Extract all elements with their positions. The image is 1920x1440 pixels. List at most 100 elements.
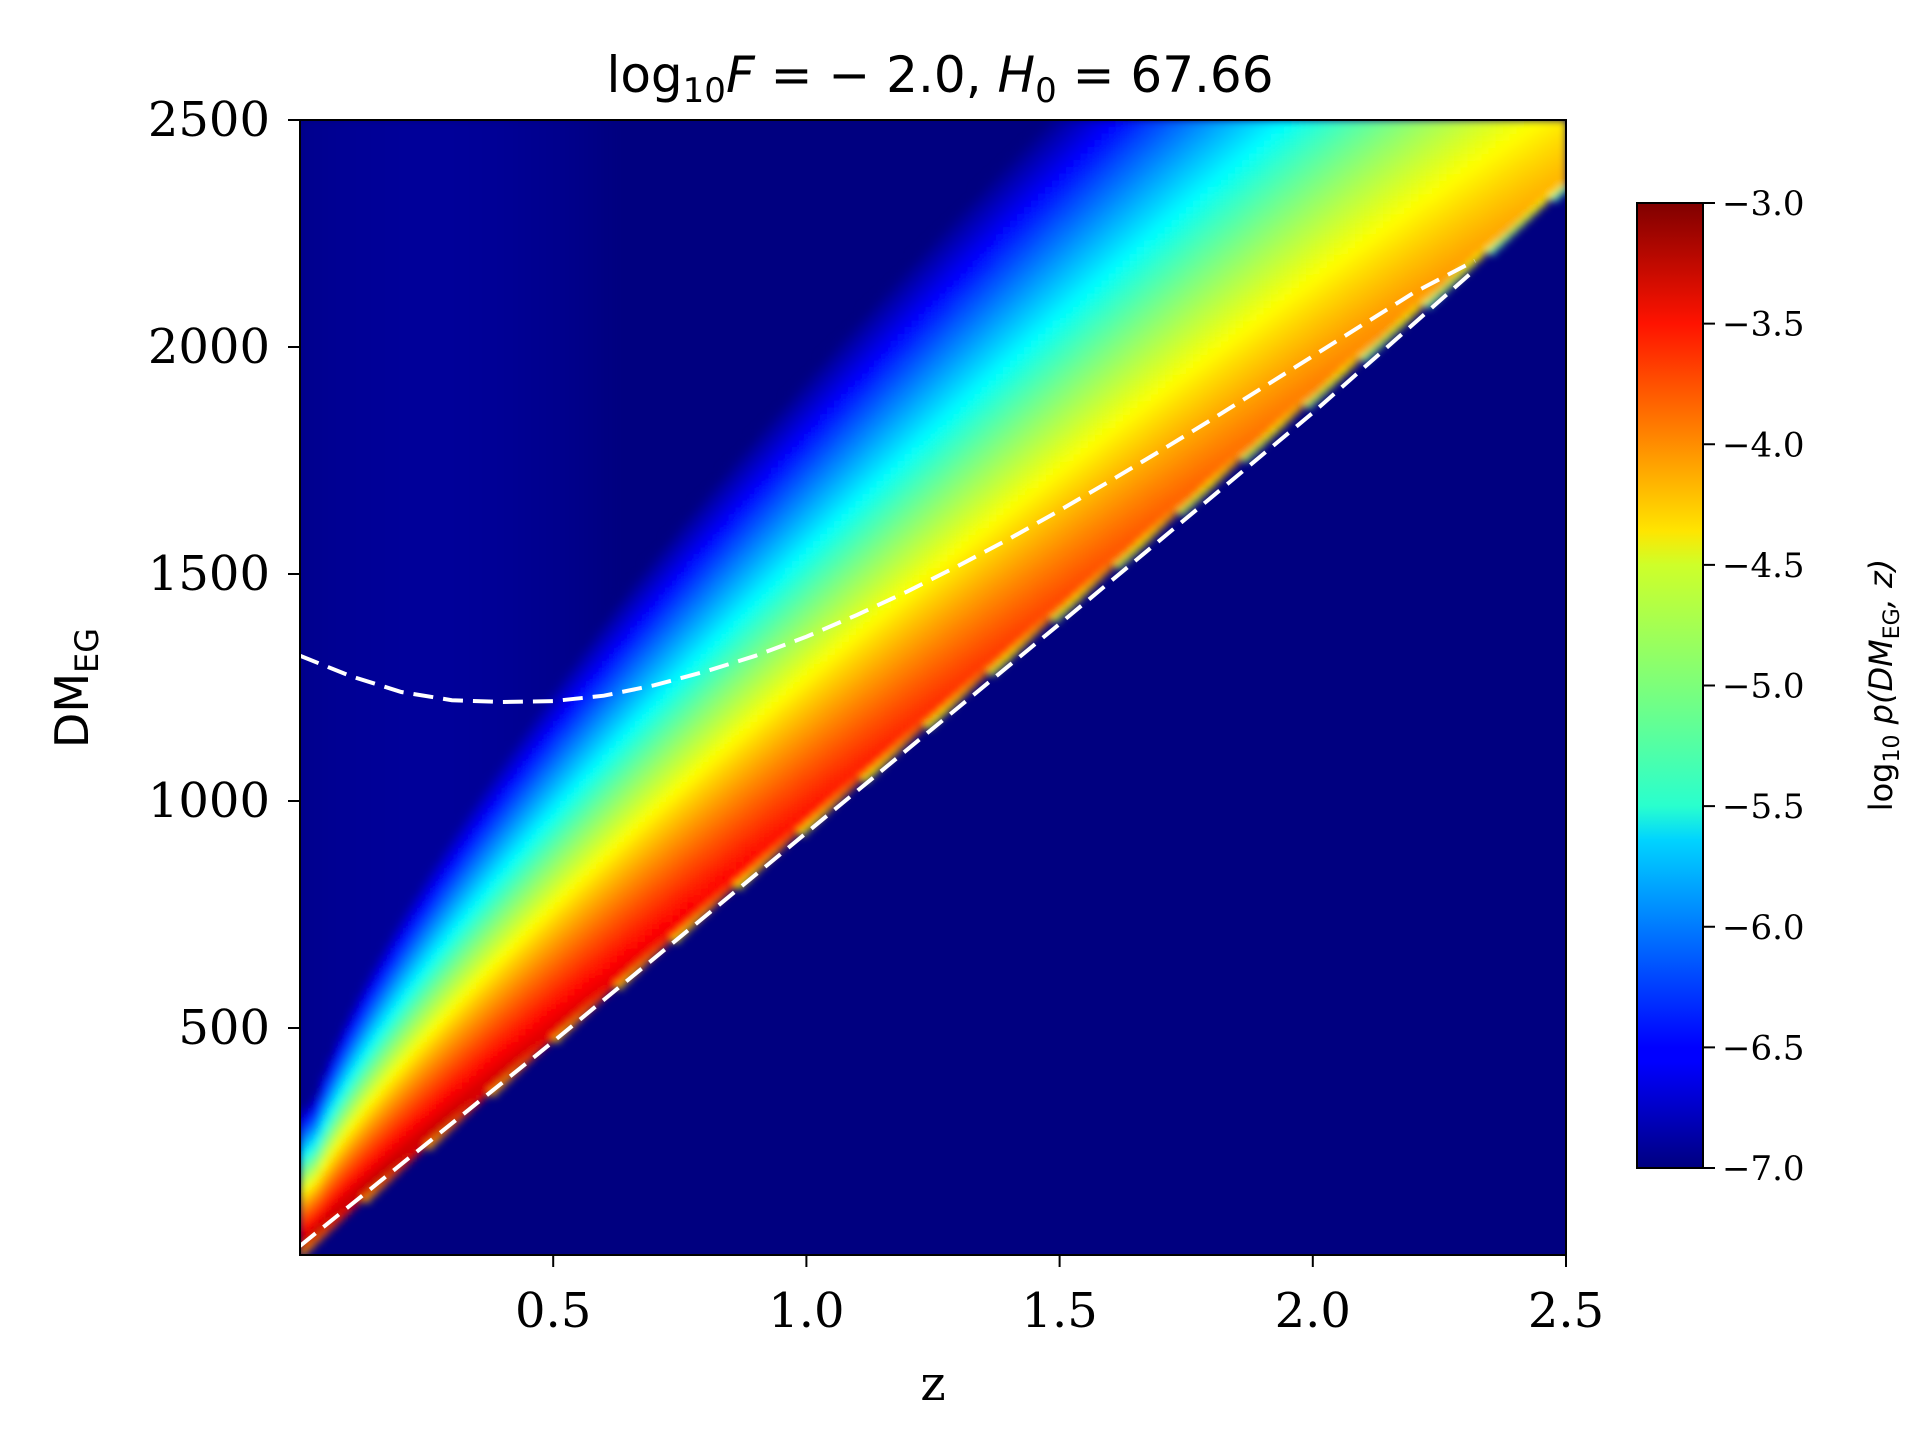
heatmap-cell: [511, 947, 519, 956]
heatmap-cell: [328, 1161, 336, 1169]
heatmap-cell: [482, 847, 491, 856]
heatmap-cell: [384, 520, 393, 528]
heatmap-cell: [307, 767, 315, 775]
heatmap-cell: [335, 333, 343, 341]
heatmap-cell: [475, 480, 484, 488]
heatmap-cell: [461, 280, 470, 288]
heatmap-cell: [384, 887, 393, 896]
heatmap-cell: [321, 620, 329, 629]
heatmap-cell: [475, 987, 484, 996]
heatmap-cell: [433, 527, 442, 535]
heatmap-cell: [468, 921, 477, 929]
heatmap-cell: [518, 760, 526, 769]
heatmap-cell: [349, 874, 357, 882]
heatmap-cell: [433, 747, 442, 755]
heatmap-cell: [440, 320, 449, 328]
heatmap-cell: [475, 1061, 484, 1069]
heatmap-cell: [356, 620, 364, 629]
heatmap-cell: [328, 380, 336, 388]
heatmap-cell: [328, 801, 336, 809]
heatmap-cell: [419, 460, 428, 468]
heatmap-cell: [433, 433, 442, 442]
heatmap-cell: [391, 193, 400, 201]
heatmap-cell: [335, 186, 343, 195]
heatmap-cell: [419, 213, 428, 221]
heatmap-cell: [419, 246, 428, 255]
heatmap-cell: [398, 547, 407, 555]
heatmap-cell: [398, 961, 407, 969]
heatmap-cell: [433, 427, 442, 435]
heatmap-cell: [412, 874, 421, 882]
heatmap-cell: [349, 533, 357, 542]
heatmap-cell: [419, 240, 428, 248]
heatmap-cell: [377, 1007, 385, 1016]
heatmap-cell: [356, 320, 364, 328]
heatmap-cell: [419, 206, 428, 215]
heatmap-cell: [518, 200, 526, 208]
heatmap-cell: [475, 347, 484, 355]
heatmap-cell: [433, 1108, 442, 1116]
heatmap-cell: [461, 1054, 470, 1062]
heatmap-cell: [468, 500, 477, 508]
heatmap-cell: [307, 387, 315, 395]
heatmap-cell: [405, 1108, 414, 1116]
heatmap-cell: [475, 687, 484, 695]
heatmap-cell: [433, 413, 442, 422]
heatmap-cell: [377, 754, 385, 762]
heatmap-cell: [482, 907, 491, 916]
heatmap-cell: [489, 854, 498, 862]
heatmap-cell: [412, 1108, 421, 1116]
heatmap-cell: [342, 861, 350, 869]
heatmap-cell: [468, 874, 477, 882]
heatmap-cell: [377, 1154, 385, 1163]
heatmap-cell: [335, 600, 343, 608]
heatmap-cell: [489, 774, 498, 782]
heatmap-cell: [405, 1021, 414, 1029]
heatmap-cell: [496, 413, 505, 422]
heatmap-cell: [321, 640, 329, 649]
heatmap-cell: [384, 560, 393, 568]
heatmap-cell: [321, 373, 329, 381]
heatmap-cell: [461, 1068, 470, 1076]
heatmap-cell: [314, 1048, 322, 1056]
heatmap-cell: [349, 881, 357, 889]
heatmap-cell: [321, 300, 329, 308]
heatmap-cell: [405, 286, 414, 295]
heatmap-cell: [328, 473, 336, 482]
heatmap-cell: [475, 594, 484, 602]
heatmap-cell: [405, 273, 414, 281]
heatmap-cell: [447, 487, 456, 495]
heatmap-cell: [426, 987, 435, 996]
heatmap-cell: [398, 754, 407, 762]
heatmap-cell: [518, 260, 526, 268]
heatmap-cell: [496, 333, 505, 341]
heatmap-cell: [433, 333, 442, 341]
heatmap-cell: [433, 1094, 442, 1103]
heatmap-cell: [475, 467, 484, 475]
heatmap-cell: [300, 1248, 308, 1255]
heatmap-cell: [461, 553, 470, 562]
heatmap-cell: [405, 614, 414, 622]
heatmap-cell: [489, 473, 498, 482]
heatmap-cell: [398, 774, 407, 782]
heatmap-cell: [454, 306, 463, 315]
heatmap-cell: [314, 300, 322, 308]
heatmap-cell: [363, 961, 371, 969]
heatmap-cell: [454, 667, 463, 675]
heatmap-cell: [349, 380, 357, 388]
heatmap-cell: [342, 1161, 350, 1169]
heatmap-cell: [482, 767, 491, 775]
heatmap-cell: [363, 540, 371, 548]
heatmap-cell: [307, 774, 315, 782]
heatmap-cell: [475, 734, 484, 742]
heatmap-cell: [405, 634, 414, 642]
heatmap-cell: [356, 834, 364, 842]
heatmap-cell: [447, 540, 456, 548]
heatmap-cell: [518, 734, 526, 742]
heatmap-cell: [356, 206, 364, 215]
heatmap-cell: [391, 453, 400, 462]
heatmap-cell: [419, 347, 428, 355]
heatmap-cell: [335, 927, 343, 936]
heatmap-cell: [391, 507, 400, 515]
heatmap-cell: [503, 400, 512, 408]
